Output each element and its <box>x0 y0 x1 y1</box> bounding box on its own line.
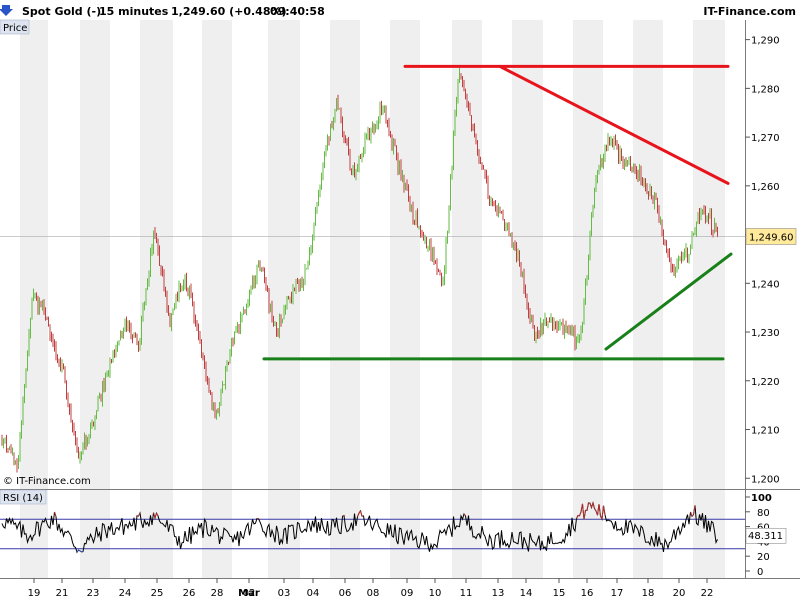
last-change: 1,249.60 (+0.48%) <box>171 5 287 18</box>
rsi-panel-tab[interactable] <box>0 489 47 505</box>
x-tick-label: 20 <box>673 588 686 599</box>
x-tick-label: 02 <box>243 588 256 599</box>
x-tick-label: 23 <box>87 588 100 599</box>
x-tick-label: Mar <box>238 588 260 599</box>
header-arrow-icon <box>0 5 13 16</box>
x-tick-label: 04 <box>307 588 320 599</box>
rsi-panel: RSI (14) <box>0 489 800 579</box>
price-tick-label: 1,210 <box>751 426 780 437</box>
rsi-weekend-bands <box>20 490 725 578</box>
rsi-tick-label: 80 <box>757 508 770 519</box>
band <box>573 20 603 489</box>
x-tick-label: 18 <box>642 588 655 599</box>
band <box>512 20 543 489</box>
price-panel-tab[interactable] <box>0 19 30 35</box>
band <box>452 20 482 489</box>
copyright-notice: © IT-Finance.com <box>3 476 91 487</box>
band <box>202 490 232 578</box>
band <box>693 490 725 578</box>
rsi-last-tag <box>745 527 787 544</box>
price-panel: Price © IT-Finance.com <box>0 19 800 490</box>
x-tick-label: 06 <box>339 588 352 599</box>
band <box>140 20 173 489</box>
x-tick-label: 11 <box>460 588 473 599</box>
rsi-tick-label: 20 <box>757 552 770 563</box>
band <box>330 20 360 489</box>
band <box>693 20 725 489</box>
band <box>633 490 663 578</box>
band <box>633 20 663 489</box>
price-plot-area <box>0 20 745 489</box>
price-tick-label: 1,270 <box>751 133 780 144</box>
x-tick-label: 14 <box>520 588 533 599</box>
x-tick-label: 22 <box>701 588 714 599</box>
price-tick-label: 1,290 <box>751 36 780 47</box>
rsi-y-axis: 100806040200 48.311 <box>745 490 787 578</box>
x-tick-label: 15 <box>553 588 566 599</box>
band <box>390 20 420 489</box>
instrument-name: Spot Gold (-) <box>22 5 101 18</box>
trendlines <box>262 64 733 361</box>
price-tick-label: 1,280 <box>751 84 780 95</box>
price-y-axis: 1,2901,2801,2701,2601,2501,2401,2301,220… <box>745 20 797 489</box>
band <box>452 490 482 578</box>
band <box>140 490 173 578</box>
rsi-oversold-segments <box>76 549 84 553</box>
rsi-plot-area <box>0 490 745 578</box>
candlesticks <box>1 67 718 473</box>
x-tick-label: 25 <box>151 588 164 599</box>
x-tick-label: 13 <box>492 588 505 599</box>
rsi-last-value: 48.311 <box>748 531 783 542</box>
x-tick-label: 16 <box>581 588 594 599</box>
rsi-level-lines <box>0 518 745 550</box>
interval-label: 15 minutes <box>99 5 169 18</box>
x-tick-label: 17 <box>611 588 624 599</box>
band <box>330 490 360 578</box>
rsi-panel-label: RSI (14) <box>3 493 43 504</box>
band <box>390 490 420 578</box>
price-panel-label: Price <box>3 23 27 34</box>
timestamp: 09:40:58 <box>270 5 325 18</box>
price-tick-label: 1,200 <box>751 474 780 485</box>
band <box>268 20 300 489</box>
x-tick-label: 26 <box>183 588 196 599</box>
rsi-tick-label: 0 <box>757 567 763 578</box>
last-price-value: 1,249.60 <box>749 233 794 244</box>
price-tick-label: 1,240 <box>751 279 780 290</box>
brand-name: IT-Finance.com <box>703 5 796 18</box>
resistance-descending-line <box>498 64 730 185</box>
x-tick-label: 28 <box>211 588 224 599</box>
weekend-bands <box>20 20 725 489</box>
support-ascending-line <box>604 252 733 351</box>
band <box>80 20 110 489</box>
price-tick-label: 1,220 <box>751 377 780 388</box>
x-tick-label: 09 <box>401 588 414 599</box>
price-tick-label: 1,230 <box>751 328 780 339</box>
header-bar <box>0 0 800 20</box>
x-tick-label: 19 <box>28 588 41 599</box>
band <box>20 20 48 489</box>
x-tick-label: 03 <box>278 588 291 599</box>
x-tick-label: 21 <box>56 588 69 599</box>
band <box>512 490 543 578</box>
rsi-overbought-segments <box>54 502 696 520</box>
price-tick-label: 1,260 <box>751 182 780 193</box>
last-price-tag <box>745 228 797 245</box>
x-tick-label: 10 <box>429 588 442 599</box>
x-tick-label: 08 <box>367 588 380 599</box>
x-tick-label: 24 <box>119 588 132 599</box>
rsi-tick-label: 100 <box>751 493 772 504</box>
